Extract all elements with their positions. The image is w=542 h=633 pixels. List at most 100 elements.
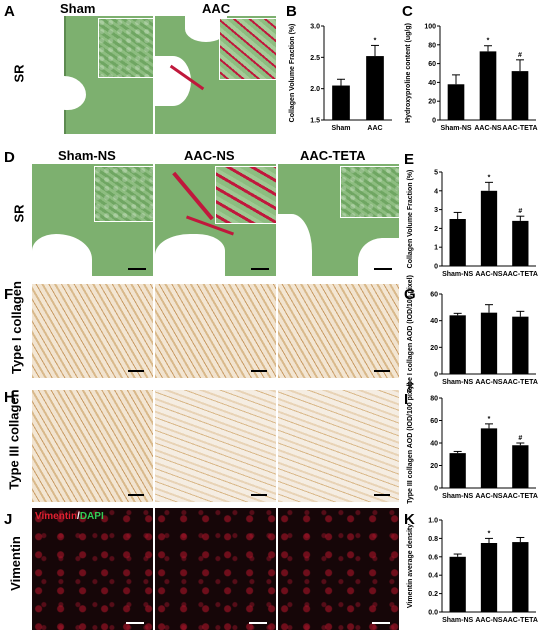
chart-svg: Collagen Volume Fraction (%) 0 1 2 3 4 5 Sham-N…: [407, 170, 538, 279]
micrograph-aac-ns-sr: [155, 164, 276, 276]
bar: [447, 84, 465, 120]
micrograph-sham-ns-vimentin: Vimentin/DAPI: [32, 508, 153, 630]
y-tick-label: 60: [428, 61, 436, 68]
stain-legend: Vimentin/DAPI: [35, 511, 104, 522]
panel-label-d: D: [4, 149, 15, 166]
bar: [449, 219, 466, 266]
micrograph-aac-ns-type-iii: [155, 390, 276, 502]
scale-bar: [251, 494, 267, 496]
y-tick-label: 2.5: [310, 55, 320, 62]
micrograph-aac-ns-type-i: [155, 284, 276, 378]
bar: [512, 220, 529, 266]
significance-mark: *: [488, 530, 491, 537]
x-tick-label: Sham: [331, 125, 350, 132]
x-tick-label: Sham-NS: [442, 617, 473, 624]
panel-label-i: I: [404, 391, 409, 408]
y-tick-label: 20: [430, 463, 438, 470]
scale-bar: [126, 622, 144, 624]
y-tick-label: 20: [430, 345, 438, 352]
y-tick-label: 0: [434, 486, 438, 493]
column-title-sham: Sham: [60, 1, 96, 16]
row-label-sr-a: SR: [11, 64, 27, 83]
chart-g: Type I collagen AOD (IOD/100 pixel) 0 20 40…: [402, 275, 540, 393]
x-tick-label: AAC-NS: [475, 493, 503, 500]
scale-bar: [128, 494, 144, 496]
scale-bar: [128, 370, 144, 372]
bar: [480, 190, 498, 266]
y-tick-label: 0.2: [428, 591, 438, 598]
bar: [512, 316, 529, 374]
x-tick-label: Sham-NS: [440, 125, 471, 132]
column-title-aac-teta: AAC-TETA: [300, 148, 366, 163]
bar: [480, 312, 498, 374]
y-tick-label: 80: [428, 42, 436, 49]
chart-svg: Collagen Volume Fraction (%) 1.5 2.0 2.5 3.0…: [289, 24, 392, 132]
bar: [480, 543, 498, 612]
y-axis-label: Type III collagen AOD (IOD/100 pixel): [407, 382, 414, 504]
y-tick-label: 1: [434, 245, 438, 252]
bar: [512, 445, 529, 488]
micrograph-sham-ns-sr: [32, 164, 153, 276]
row-label-type-iii: Type III collagen: [6, 389, 22, 490]
chart-svg: Type III collagen AOD (IOD/100 pixel) 0 20…: [407, 382, 538, 504]
y-tick-label: 0.6: [428, 554, 438, 561]
x-tick-label: AAC-TETA: [503, 617, 538, 624]
panel-label-c: C: [402, 3, 413, 20]
chart-svg: Hydroxyproline content (ug/g) 0 20 40 60 80 10…: [405, 23, 538, 132]
y-tick-label: 100: [424, 24, 436, 31]
y-axis-label: Type I collagen AOD (IOD/100 pixel): [407, 275, 414, 393]
stain-dapi: DAPI: [79, 511, 104, 522]
y-tick-label: 0: [432, 118, 436, 125]
x-tick-label: AAC-TETA: [503, 271, 538, 278]
scale-bar: [251, 268, 269, 270]
x-tick-label: Sham-NS: [442, 271, 473, 278]
micrograph-aac-sr: [155, 16, 276, 134]
panel-label-h: H: [4, 389, 15, 406]
y-tick-label: 5: [434, 170, 438, 177]
y-tick-label: 0: [434, 264, 438, 271]
micrograph-sham-sr: [32, 16, 153, 134]
x-tick-label: AAC-TETA: [503, 379, 538, 386]
y-tick-label: 80: [430, 396, 438, 403]
y-tick-label: 0.8: [428, 536, 438, 543]
bar: [479, 51, 497, 120]
y-tick-label: 40: [430, 441, 438, 448]
micrograph-inset: [340, 166, 399, 218]
y-tick-label: 1.5: [310, 118, 320, 125]
micrograph-sham-ns-type-i: [32, 284, 153, 378]
row-label-sr-d: SR: [11, 204, 27, 223]
scale-bar: [374, 370, 390, 372]
panel-label-e: E: [404, 151, 415, 168]
bar: [332, 85, 350, 120]
y-axis-label: Collagen Volume Fraction (%): [407, 170, 414, 269]
row-label-vimentin: Vimentin: [7, 536, 23, 591]
micrograph-aac-teta-type-i: [278, 284, 399, 378]
micrograph-aac-teta-sr: [278, 164, 399, 276]
scale-bar: [374, 268, 392, 270]
panel-label-a: A: [4, 3, 15, 20]
scale-bar: [251, 370, 267, 372]
significance-mark: #: [518, 52, 522, 59]
y-tick-label: 2: [434, 226, 438, 233]
chart-svg: Vimentin average density 0.0 0.2 0.4 0.6 0.8 1…: [407, 518, 538, 625]
y-tick-label: 20: [428, 99, 436, 106]
micrograph-sham-ns-type-iii: [32, 390, 153, 502]
y-tick-label: 4: [434, 188, 438, 195]
x-tick-label: AAC-NS: [475, 379, 503, 386]
micrograph-inset: [94, 166, 153, 222]
y-tick-label: 3: [434, 207, 438, 214]
y-tick-label: 0.4: [428, 573, 438, 580]
bar: [449, 315, 466, 374]
bar: [366, 56, 384, 120]
significance-mark: *: [488, 416, 491, 423]
panel-label-k: K: [404, 511, 415, 528]
micrograph-inset: [98, 18, 153, 78]
x-tick-label: AAC-TETA: [502, 125, 537, 132]
y-tick-label: 2.0: [310, 86, 320, 93]
x-tick-label: AAC-TETA: [503, 493, 538, 500]
x-tick-label: AAC-NS: [474, 125, 502, 132]
panel-label-b: B: [286, 3, 297, 20]
micrograph-aac-teta-type-iii: [278, 390, 399, 502]
micrograph-inset: [219, 18, 276, 80]
significance-mark: #: [518, 208, 522, 215]
